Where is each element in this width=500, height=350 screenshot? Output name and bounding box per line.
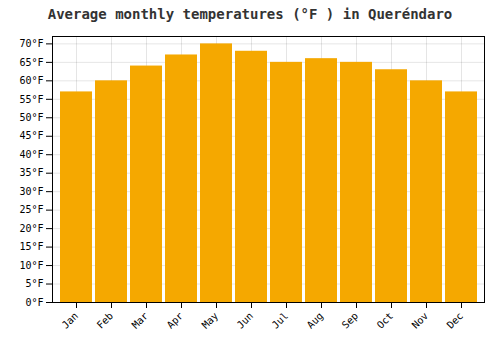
svg-text:40°F: 40°F [19,149,43,160]
svg-text:Jul: Jul [270,310,291,331]
svg-text:0°F: 0°F [25,297,43,308]
svg-text:Oct: Oct [375,310,396,331]
svg-text:25°F: 25°F [19,204,43,215]
svg-text:5°F: 5°F [25,278,43,289]
svg-text:55°F: 55°F [19,94,43,105]
svg-text:Feb: Feb [95,310,116,331]
svg-text:Apr: Apr [165,310,186,331]
html-text:Average monthly temperatures (: Average monthly temperatures (°F ) in Qu… [47,6,453,22]
svg-text:Jan: Jan [60,310,81,331]
svg-text:Mar: Mar [130,310,151,331]
svg-text:45°F: 45°F [19,130,43,141]
svg-text:May: May [200,310,221,331]
svg-text:20°F: 20°F [19,223,43,234]
svg-text:Aug: Aug [305,310,326,331]
svg-text:30°F: 30°F [19,186,43,197]
svg-text:Jun: Jun [235,310,256,331]
svg-text:Sep: Sep [340,310,361,331]
svg-text:65°F: 65°F [19,57,43,68]
svg-text:15°F: 15°F [19,241,43,252]
svg-text:35°F: 35°F [19,167,43,178]
svg-text:50°F: 50°F [19,112,43,123]
svg-text:Nov: Nov [410,310,431,331]
svg-text:Dec: Dec [445,310,466,331]
svg-text:70°F: 70°F [19,38,43,49]
svg-text:60°F: 60°F [19,75,43,86]
svg-text:10°F: 10°F [19,260,43,271]
